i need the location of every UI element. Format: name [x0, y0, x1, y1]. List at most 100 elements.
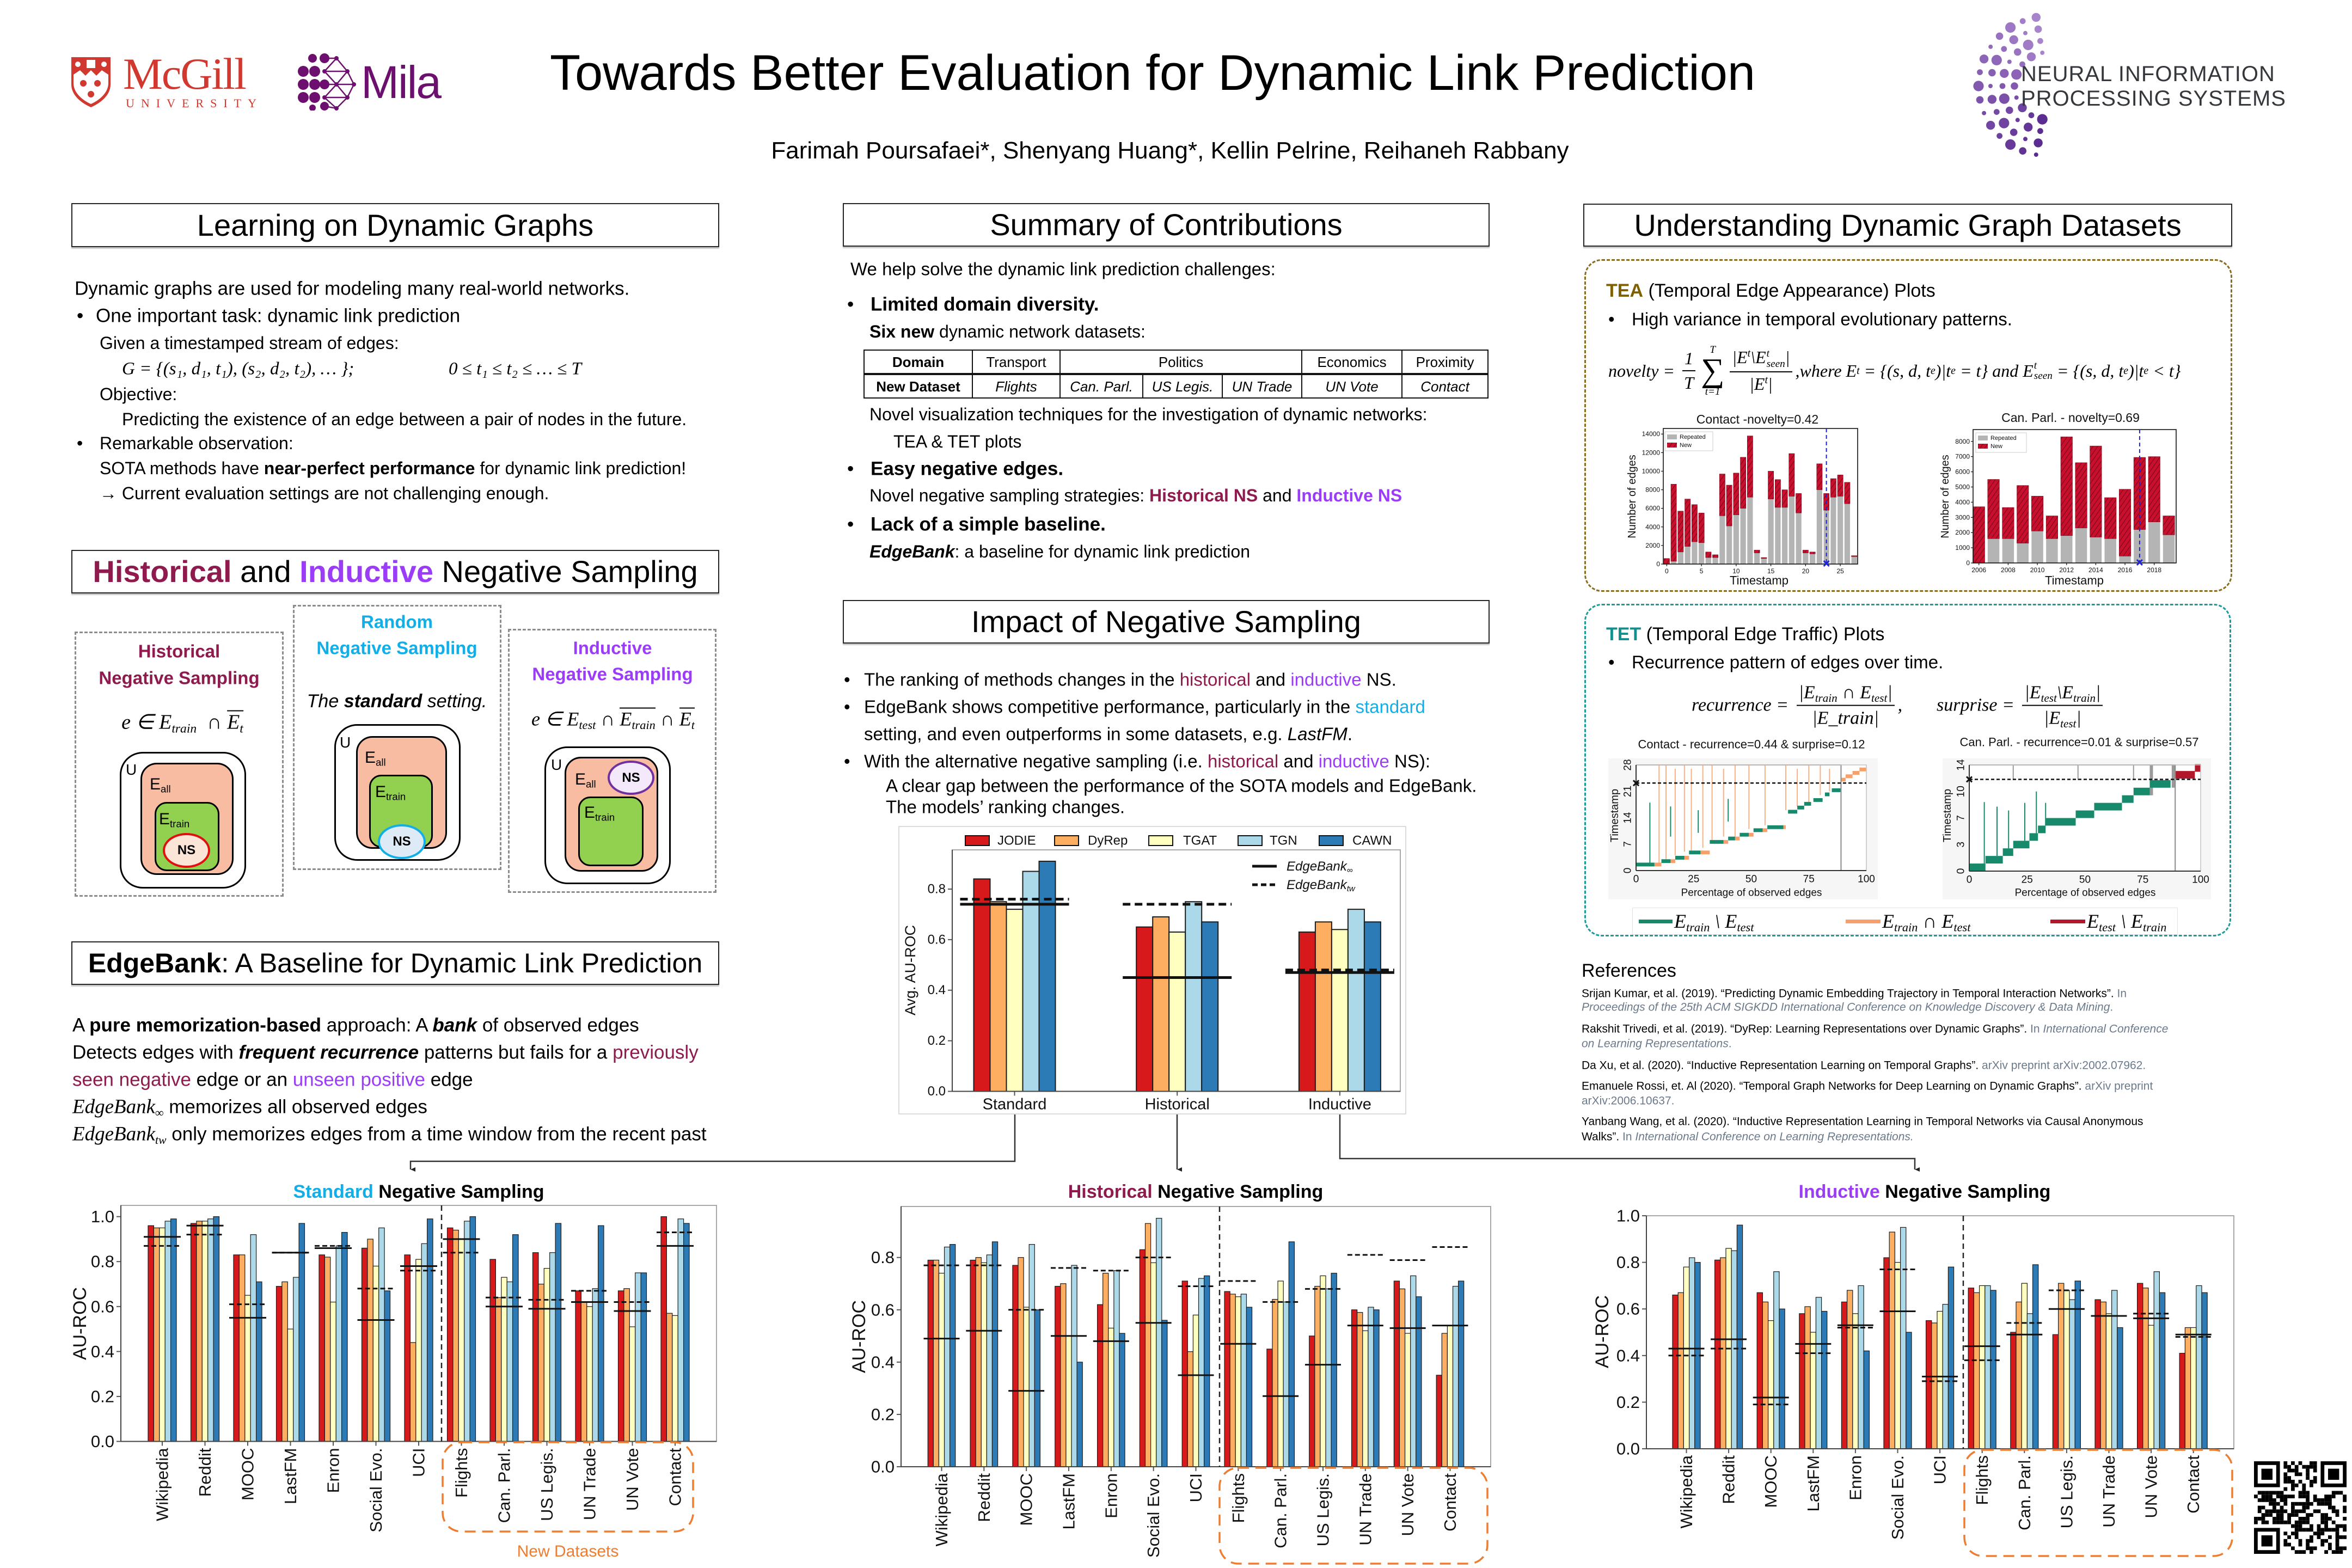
bar-repeated: [1788, 496, 1794, 564]
x-tick-label: US Legis.: [2057, 1455, 2076, 1528]
qr-module: [2310, 1528, 2313, 1532]
bar-new: [1796, 493, 1802, 513]
x-tick-label: 2006: [1971, 566, 1986, 574]
qr-module: [2269, 1513, 2273, 1517]
reference-line: Walks”. In International Conference on L…: [1582, 1131, 1914, 1143]
qr-module: [2320, 1513, 2325, 1517]
qr-code-icon: [2252, 1459, 2349, 1556]
y-tick-label: 1000: [1955, 544, 1970, 552]
formula-part: E: [1882, 910, 1894, 932]
qr-module: [2328, 1535, 2332, 1539]
qr-module: [2302, 1509, 2306, 1514]
bar-jodie: [2094, 1299, 2101, 1449]
text-run: and: [1250, 669, 1291, 690]
venn-negative-samples: NS: [163, 833, 210, 868]
text-run-historical: previously: [612, 1042, 699, 1063]
bar-tgn: [1452, 1285, 1459, 1467]
qr-module: [2298, 1461, 2302, 1465]
bar-repeated: [1823, 510, 1829, 564]
bar-cawn: [512, 1234, 519, 1442]
bar-jodie: [1012, 1265, 1019, 1467]
x-tick-label: 2014: [2088, 566, 2103, 574]
formula-sub: train: [2143, 920, 2167, 934]
bar-jodie: [1298, 931, 1316, 1092]
learning-objective-label: Objective:: [100, 384, 177, 404]
qr-module: [2331, 1550, 2336, 1554]
qr-module: [2317, 1532, 2321, 1535]
legend-label-both: Etrain ∩ Etest: [1882, 910, 1970, 933]
x-tick-label: 2016: [2118, 566, 2133, 574]
mila-node: [345, 69, 350, 74]
formula-part: e ∈ E: [121, 710, 172, 734]
bar-tgn: [164, 1221, 171, 1442]
bar-tgn: [207, 1218, 214, 1442]
bar-cawn: [991, 1241, 999, 1467]
formula-part: E: [620, 708, 632, 730]
bar-repeated: [1775, 507, 1781, 564]
bar-dyrep: [196, 1221, 203, 1442]
bar-cawn: [1736, 1224, 1743, 1449]
qr-module: [2291, 1483, 2295, 1487]
qr-module: [2298, 1550, 2302, 1554]
x-tick-label: 75: [2137, 874, 2148, 886]
bar-cawn: [1779, 1308, 1785, 1449]
impact-bullet-3: With the alternative negative sampling (…: [864, 752, 1430, 770]
bar-new: [1837, 474, 1843, 497]
bar-tgat: [2063, 1290, 2070, 1449]
ns-label: NS: [622, 770, 640, 785]
bar-jodie: [970, 1259, 976, 1467]
y-tick-label: 0: [1622, 868, 1634, 874]
formula-sub: test: [2060, 717, 2077, 731]
qr-module: [2276, 1520, 2280, 1524]
x-tick-label: Flights: [452, 1448, 471, 1498]
qr-module: [2320, 1517, 2325, 1521]
heading-inductive: Inductive: [299, 554, 433, 589]
y-tick-label: 0.0: [928, 1084, 946, 1099]
legend-edgebank-sub: tw: [1347, 884, 1356, 893]
bar-jodie: [973, 878, 991, 1092]
reference-line: Yanbang Wang, et al. (2020). “Inductive …: [1582, 1116, 2143, 1128]
formula-part: E: [2131, 910, 2143, 932]
qr-module: [2313, 1465, 2317, 1469]
text-run: .: [1347, 724, 1352, 744]
x-tick-label: 20: [1802, 567, 1810, 575]
bar-cawn: [1947, 1266, 1955, 1449]
table-header-row: Domain Transport Politics Economics Prox…: [863, 350, 1489, 375]
qr-module: [2313, 1509, 2317, 1514]
bullet: •: [847, 293, 854, 315]
bar-tgat: [1235, 1296, 1241, 1467]
bar-dyrep: [1720, 1257, 1726, 1449]
legend-swatch-new: [1978, 444, 1988, 449]
bar-tgn: [549, 1252, 556, 1442]
x-tick-label: Reddit: [1719, 1455, 1738, 1504]
tet-title: TET (Temporal Edge Traffic) Plots: [1606, 625, 1884, 644]
tet-edge-block: [2175, 771, 2195, 779]
x-tick-label: 50: [2079, 874, 2091, 886]
qr-module: [2306, 1517, 2310, 1521]
text-run: A: [72, 1014, 90, 1036]
text-run-historical: historical: [1207, 751, 1279, 771]
learning-given: Given a timestamped stream of edges:: [100, 333, 399, 353]
neurips-wordmark-line2: PROCESSING SYSTEMS: [2021, 87, 2286, 111]
bar-cawn: [256, 1281, 262, 1442]
venn-all-label: Eall: [365, 750, 386, 768]
bar-new: [1987, 479, 2000, 539]
y-tick-label: 0.6: [928, 932, 946, 947]
qr-finder: [2261, 1468, 2273, 1480]
text-run: edge or an: [191, 1069, 293, 1091]
formula-part: ,: [1897, 695, 1903, 715]
historical-ns-label: Historical: [138, 641, 220, 661]
bar-dyrep: [367, 1239, 373, 1442]
bar-new: [1705, 552, 1712, 558]
reference-venue: arXiv:2006.10637.: [1582, 1094, 1675, 1107]
formula-numerator: |Etest\Etrain|: [2022, 683, 2103, 706]
qr-module: [2328, 1502, 2332, 1506]
qr-module: [2280, 1517, 2284, 1521]
bar-new: [1809, 552, 1816, 554]
mila-node: [322, 69, 327, 74]
label-sub: all: [161, 783, 171, 795]
bar-new: [2002, 507, 2014, 539]
qr-module: [2294, 1532, 2299, 1535]
section-heading-text: Summary of Contributions: [990, 207, 1343, 242]
x-axis-label: Percentage of observed edges: [2015, 887, 2156, 899]
